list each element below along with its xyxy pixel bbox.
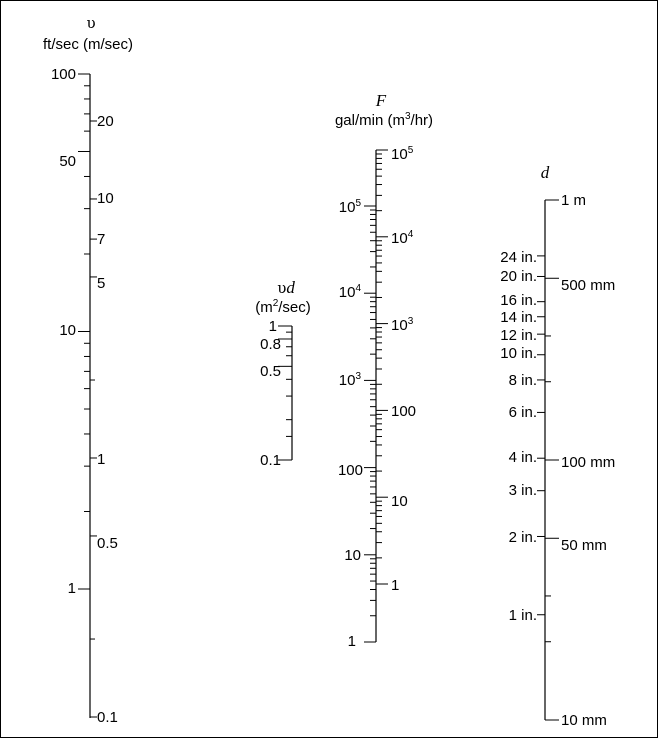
diameter-right-label: 50 mm xyxy=(561,537,607,554)
vd-symbol-a: υ xyxy=(277,279,286,297)
diameter-left-label: 3 in. xyxy=(509,482,537,499)
flow-right-label: 100 xyxy=(391,403,416,420)
flow-right-label: 105 xyxy=(391,145,414,163)
diameter-left-label: 10 in. xyxy=(500,345,537,362)
flow-right-label: 104 xyxy=(391,229,414,247)
vd-symbol-b: d xyxy=(286,278,295,297)
velocity-right-label: 7 xyxy=(97,231,105,248)
velocity-right-label: 10 xyxy=(97,190,114,207)
flow-symbol: F xyxy=(375,91,387,110)
diameter-left-label: 2 in. xyxy=(509,529,537,546)
flow-left-label: 105 xyxy=(339,198,362,216)
velocity-scale: υ ft/sec (m/sec) 100 50 10 1 20 10 7 5 1… xyxy=(43,14,133,726)
diameter-left-label: 12 in. xyxy=(500,327,537,344)
flow-left-label: 1 xyxy=(348,633,356,650)
velocity-right-label: 5 xyxy=(97,275,105,292)
velocity-right-label: 0.1 xyxy=(97,709,118,726)
vd-label: 1 xyxy=(269,318,277,335)
diameter-ticks xyxy=(537,199,559,721)
velocity-symbol: υ xyxy=(86,14,95,32)
vd-label: 0.1 xyxy=(260,452,281,469)
diameter-left-label: 16 in. xyxy=(500,292,537,309)
flow-left-label: 104 xyxy=(339,283,362,301)
velocity-right-label: 20 xyxy=(97,113,114,130)
diameter-left-label: 20 in. xyxy=(500,268,537,285)
velocity-left-label: 1 xyxy=(68,580,76,597)
flow-units: gal/min (m3/hr) xyxy=(335,111,433,129)
diameter-left-label: 24 in. xyxy=(500,249,537,266)
flow-ticks xyxy=(364,149,388,643)
flow-left-label: 100 xyxy=(338,462,363,479)
flow-left-label: 10 xyxy=(344,547,361,564)
vd-symbol: υd xyxy=(277,278,295,297)
diameter-right-label: 500 mm xyxy=(561,277,615,294)
flow-left-label: 103 xyxy=(339,371,362,389)
vd-label: 0.5 xyxy=(260,363,281,380)
diameter-left-label: 1 in. xyxy=(509,607,537,624)
velocity-units: ft/sec (m/sec) xyxy=(43,36,133,53)
diameter-left-label: 14 in. xyxy=(500,309,537,326)
flow-scale: F gal/min (m3/hr) 105 104 103 100 10 1 1… xyxy=(335,91,433,650)
vd-ticks xyxy=(278,325,292,461)
diameter-right-label: 100 mm xyxy=(561,454,615,471)
velocity-right-label: 0.5 xyxy=(97,535,118,552)
diameter-scale: d 24 in. 20 in. 16 in. 14 in. 12 in. 10 … xyxy=(500,163,615,729)
diameter-right-label: 1 m xyxy=(561,192,586,209)
flow-right-label: 10 xyxy=(391,493,408,510)
vd-label: 0.8 xyxy=(260,336,281,353)
diameter-left-label: 8 in. xyxy=(509,372,537,389)
diameter-right-label: 10 mm xyxy=(561,712,607,729)
velocity-left-label: 10 xyxy=(59,322,76,339)
velocity-left-label: 100 xyxy=(51,66,76,83)
diameter-symbol: d xyxy=(541,163,550,182)
velocity-ticks xyxy=(78,73,97,718)
vd-scale: υd (m2/sec) 1 0.8 0.5 0.1 xyxy=(255,278,311,469)
flow-right-label: 1 xyxy=(391,577,399,594)
diameter-left-label: 6 in. xyxy=(509,404,537,421)
flow-right-label: 103 xyxy=(391,316,414,334)
diameter-left-label: 4 in. xyxy=(509,449,537,466)
vd-units: (m2/sec) xyxy=(255,298,311,316)
velocity-right-label: 1 xyxy=(97,451,105,468)
velocity-left-label: 50 xyxy=(59,153,76,170)
